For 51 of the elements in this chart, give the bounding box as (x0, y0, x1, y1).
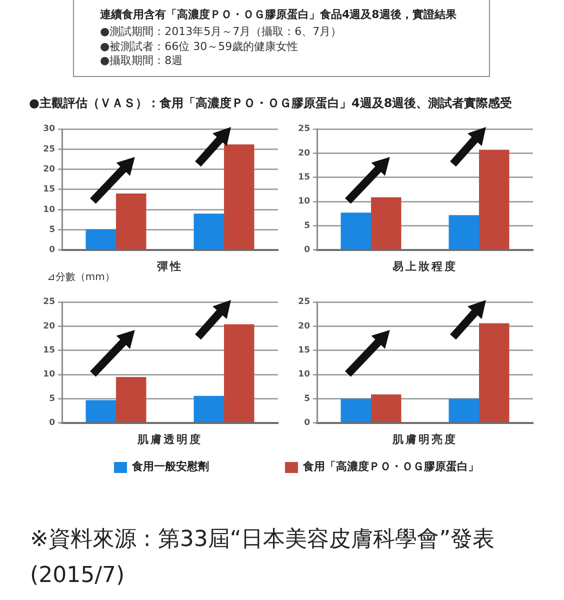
y-tick-label: 10 (43, 204, 56, 215)
y-tick-label: 10 (298, 196, 310, 207)
bar (479, 150, 510, 250)
text: ●被測試者：66位 30～59歲的健康女性 (100, 40, 298, 54)
bar (479, 323, 510, 422)
y-tick-label: 10 (298, 370, 310, 380)
y-tick-label: 0 (49, 245, 56, 256)
y-tick-label: 20 (43, 321, 56, 332)
bar (448, 398, 479, 422)
legend-label: 食用一般安慰劑 (132, 460, 209, 474)
y-tick-label: 0 (304, 245, 310, 256)
y-tick-label: 5 (49, 394, 56, 404)
bar (194, 396, 224, 422)
bar (224, 144, 254, 250)
y-tick-label: 25 (298, 297, 310, 308)
y-tick-label: 5 (304, 220, 310, 231)
y-tick-label: 5 (49, 224, 56, 235)
text: ●測試期間：2013年5月～7月（攝取：6、7月） (100, 25, 342, 39)
y-tick-label: 20 (43, 164, 56, 175)
bar (86, 229, 116, 250)
y-tick-label: 15 (298, 172, 310, 183)
bar (224, 324, 254, 422)
chart-subtitle: ●主觀評估（ＶＡＳ）：食用「高濃度ＰＯ・ＯＧ膠原蛋白」4週及8週後、測試者實際感受 (29, 95, 512, 111)
y-tick-label: 20 (298, 148, 310, 158)
bar (194, 214, 224, 250)
chart-title: 連續食用含有「高濃度ＰＯ・ＯＧ膠原蛋白」食品4週及8週後，實證結果 (100, 7, 456, 23)
y-tick-label: 20 (298, 321, 310, 332)
bar (340, 212, 371, 250)
y-tick-label: 0 (49, 418, 56, 428)
y-tick-label: 15 (298, 346, 310, 356)
y-tick-label: 15 (43, 184, 56, 195)
x-axis-title: 肌膚明亮度 (391, 432, 458, 448)
bar (86, 400, 116, 422)
y-tick-label: 25 (43, 297, 56, 308)
x-axis-title: 易上妝程度 (392, 259, 458, 275)
y-tick-label: 25 (43, 144, 56, 154)
bar (340, 398, 371, 422)
x-axis-title: 肌膚透明度 (136, 432, 204, 448)
y-tick-label: 25 (298, 124, 310, 134)
x-axis-title: 彈性 (157, 260, 183, 273)
y-axis-title: ⊿分數（mm） (47, 272, 115, 284)
bar (448, 215, 479, 250)
y-tick-label: 30 (43, 124, 56, 134)
legend-label: 食用「高濃度ＰＯ・ＯＧ膠原蛋白」 (303, 460, 479, 474)
text: ※資料來源 : 第33屆“日本美容皮膚科學會”發表(2015/7) (30, 526, 496, 590)
y-tick-label: 10 (43, 370, 56, 380)
y-tick-label: 0 (304, 418, 310, 428)
bar (371, 394, 402, 422)
text: ●攝取期間：8週 (100, 54, 183, 68)
y-tick-label: 5 (304, 394, 310, 404)
y-tick-label: 15 (43, 346, 56, 356)
